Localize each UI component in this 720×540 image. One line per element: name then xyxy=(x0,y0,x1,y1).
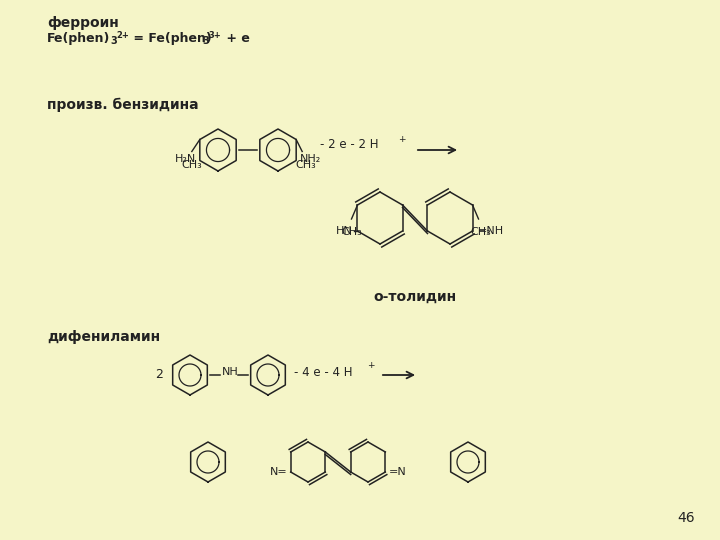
Text: + e: + e xyxy=(222,32,250,45)
Text: CH₃: CH₃ xyxy=(470,227,491,237)
Text: 46: 46 xyxy=(678,511,695,525)
Text: =N: =N xyxy=(388,467,406,477)
Text: H₂N: H₂N xyxy=(174,153,196,164)
Text: 3: 3 xyxy=(202,36,209,46)
Text: HN: HN xyxy=(336,226,353,236)
Text: о-толидин: о-толидин xyxy=(374,290,456,304)
Text: = Fe(phen): = Fe(phen) xyxy=(129,32,212,45)
Text: +: + xyxy=(367,361,374,370)
Text: NH₂: NH₂ xyxy=(300,153,321,164)
Text: ферроин: ферроин xyxy=(47,16,119,30)
Text: - 2 e - 2 H: - 2 e - 2 H xyxy=(320,138,379,152)
Text: CH₃: CH₃ xyxy=(296,159,317,170)
Text: Fe(phen): Fe(phen) xyxy=(47,32,110,45)
Text: дифениламин: дифениламин xyxy=(47,330,160,344)
Text: 3+: 3+ xyxy=(208,31,221,40)
Text: 3: 3 xyxy=(110,36,117,46)
Text: - 4 e - 4 H: - 4 e - 4 H xyxy=(294,366,353,379)
Text: CH₃: CH₃ xyxy=(181,159,202,170)
Text: CH₃: CH₃ xyxy=(341,227,362,237)
Text: NH: NH xyxy=(222,367,239,377)
Text: 2: 2 xyxy=(155,368,163,381)
Text: =NH: =NH xyxy=(477,226,504,236)
Text: +: + xyxy=(398,136,405,145)
Text: произв. бензидина: произв. бензидина xyxy=(47,98,199,112)
Text: N=: N= xyxy=(270,467,288,477)
Text: 2+: 2+ xyxy=(116,31,129,40)
